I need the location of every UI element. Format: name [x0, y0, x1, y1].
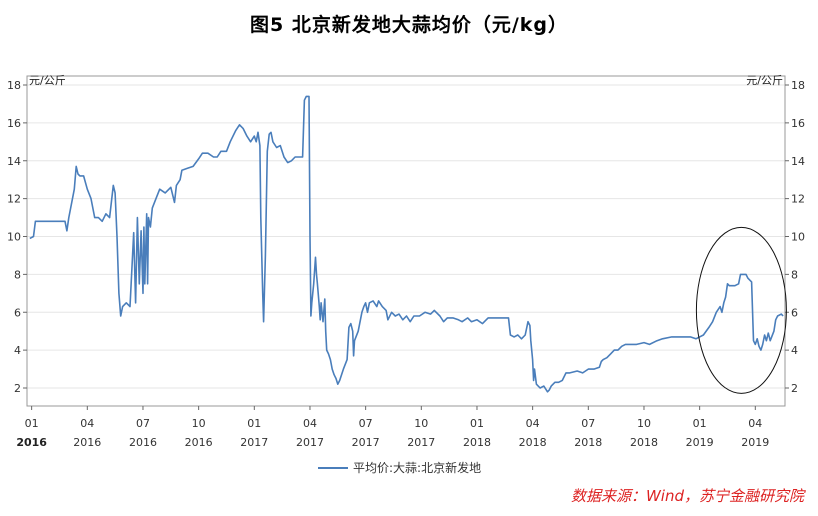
x-tick-year-label: 2018 [519, 436, 547, 449]
gridlines [27, 84, 785, 389]
x-tick-year-label: 2018 [630, 436, 658, 449]
left-y-axis: 2 4 6 8 10 12 14 16 18 [7, 79, 27, 395]
x-tick-year-label: 2017 [407, 436, 435, 449]
legend: 平均价:大蒜:北京新发地 [318, 460, 481, 475]
y-tick-label: 18 [7, 79, 21, 92]
x-tick-year-label: 2019 [741, 436, 769, 449]
legend-label: 平均价:大蒜:北京新发地 [353, 460, 481, 475]
y-tick-label: 6 [14, 306, 21, 319]
x-tick-year-label: 2017 [240, 436, 268, 449]
x-tick-month-label: 10 [414, 417, 428, 430]
right-axis-unit-label: 元/公斤 [746, 74, 783, 87]
x-tick-month-label: 01 [470, 417, 484, 430]
x-tick-month-label: 04 [303, 417, 317, 430]
x-tick-year-label: 2016 [185, 436, 213, 449]
y-tick-label: 10 [791, 231, 805, 244]
y-tick-label: 14 [7, 155, 21, 168]
source-note: 数据来源：Wind，苏宁金融研究院 [570, 487, 804, 505]
highlight-ellipse-2019 [695, 226, 787, 394]
left-axis-unit-label: 元/公斤 [29, 74, 66, 87]
x-tick-month-label: 04 [526, 417, 540, 430]
y-tick-label: 4 [14, 344, 21, 357]
right-y-axis: 2 4 6 8 10 12 14 16 18 [785, 79, 805, 395]
y-tick-label: 2 [791, 382, 798, 395]
x-tick-month-label: 10 [637, 417, 651, 430]
y-tick-label: 10 [7, 231, 21, 244]
y-tick-label: 4 [791, 344, 798, 357]
x-axis: 01 2016 04 2016 07 2016 10 2016 01 2017 04 2017 07 20… [16, 406, 769, 449]
x-tick-year-label: 2018 [463, 436, 491, 449]
y-tick-label: 12 [791, 193, 805, 206]
y-tick-label: 8 [791, 268, 798, 281]
y-tick-label: 18 [791, 79, 805, 92]
x-tick-month-label: 10 [192, 417, 206, 430]
chart-title: 图5 北京新发地大蒜均价（元/kg） [249, 14, 568, 36]
x-tick-year-label: 2016 [73, 436, 101, 449]
x-tick-month-label: 01 [247, 417, 261, 430]
y-tick-label: 16 [791, 117, 805, 130]
plot-frame [26, 75, 786, 407]
x-tick-month-label: 04 [748, 417, 762, 430]
x-tick-month-label: 07 [359, 417, 373, 430]
x-tick-year-label: 2019 [686, 436, 714, 449]
x-tick-year-label: 2018 [574, 436, 602, 449]
x-tick-month-label: 04 [80, 417, 94, 430]
x-tick-month-label: 01 [693, 417, 707, 430]
x-tick-year-label: 2016 [129, 436, 157, 449]
y-tick-label: 14 [791, 155, 805, 168]
x-tick-year-label: 2017 [296, 436, 324, 449]
x-tick-year-label: 2016 [16, 436, 47, 449]
x-tick-month-label: 07 [136, 417, 150, 430]
y-tick-label: 16 [7, 117, 21, 130]
x-tick-month-label: 07 [581, 417, 595, 430]
x-tick-month-label: 01 [25, 417, 39, 430]
y-tick-label: 8 [14, 268, 21, 281]
series-line-garlic-price [29, 95, 784, 393]
y-tick-label: 6 [791, 306, 798, 319]
x-tick-year-label: 2017 [352, 436, 380, 449]
y-tick-label: 12 [7, 193, 21, 206]
y-tick-label: 2 [14, 382, 21, 395]
